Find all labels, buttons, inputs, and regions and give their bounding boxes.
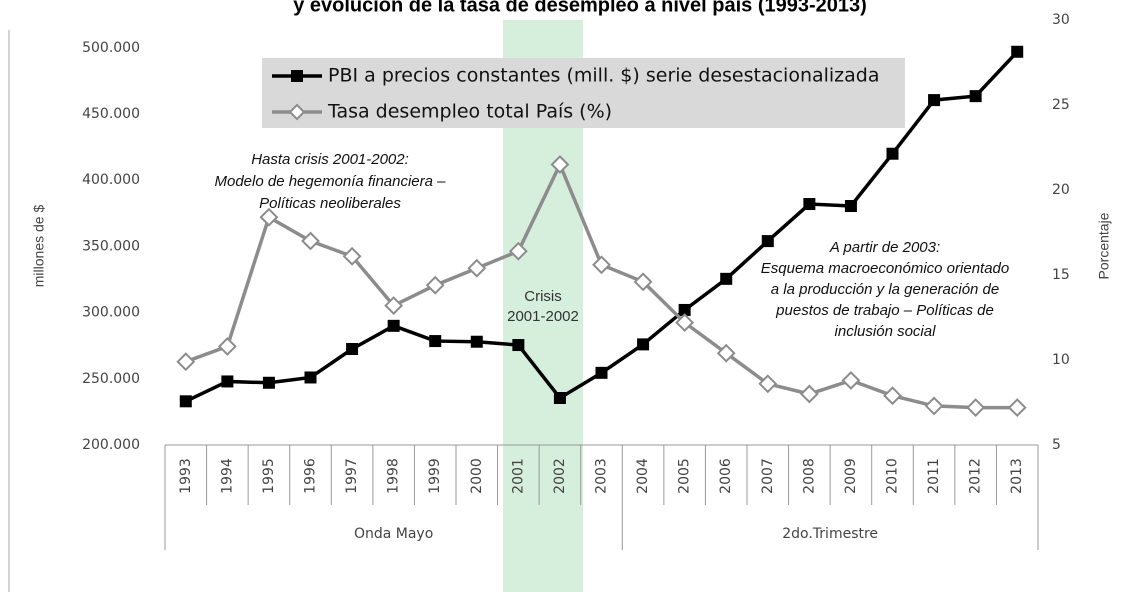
point-marker xyxy=(716,343,736,363)
x-tick-label: 1996 xyxy=(303,458,319,494)
annotation: Hasta crisis 2001-2002: xyxy=(251,151,409,168)
point-marker xyxy=(550,155,570,174)
annotation: puestos de trabajo – Políticas de xyxy=(775,302,994,319)
legend-label: PBI a precios constantes (mill. $) serie… xyxy=(328,65,880,87)
legend-marker xyxy=(288,103,306,121)
x-tick-label: 1995 xyxy=(261,458,277,494)
point-marker xyxy=(346,343,359,356)
legend-label: Tasa desempleo total País (%) xyxy=(327,101,612,123)
point-marker xyxy=(553,391,566,404)
point-marker xyxy=(886,147,899,160)
point-marker xyxy=(301,231,320,251)
point-marker xyxy=(633,272,653,292)
annotation: A partir de 2003: xyxy=(829,239,940,256)
point-marker xyxy=(675,313,695,333)
point-marker xyxy=(841,370,861,390)
point-marker xyxy=(966,398,986,418)
x-tick-label: 2006 xyxy=(718,458,734,494)
y2-tick-label: 15 xyxy=(1052,267,1070,283)
point-marker xyxy=(259,207,279,227)
y-tick-label: 250.000 xyxy=(82,371,140,387)
point-marker xyxy=(384,296,404,316)
y-tick-label: 500.000 xyxy=(82,40,140,56)
x-tick-label: 2001 xyxy=(510,458,526,494)
point-marker xyxy=(592,255,611,275)
legend-marker xyxy=(291,70,303,82)
y2-tick-label: 25 xyxy=(1052,97,1070,113)
point-marker xyxy=(179,395,192,408)
x-tick-label: 1994 xyxy=(219,458,235,494)
y2-tick-label: 30 xyxy=(1052,12,1070,28)
point-marker xyxy=(1011,45,1024,58)
point-marker xyxy=(883,386,902,406)
point-marker xyxy=(387,319,400,332)
annotation: Modelo de hegemonía financiera – xyxy=(215,173,447,190)
point-marker xyxy=(262,376,275,389)
point-marker xyxy=(758,374,778,394)
x-tick-label: 2010 xyxy=(885,458,901,494)
x-tick-label: 2002 xyxy=(552,458,568,494)
y-tick-label: 450.000 xyxy=(82,106,140,122)
point-marker xyxy=(176,352,196,372)
group-label: 2do.Trimestre xyxy=(782,526,878,542)
x-tick-label: 2013 xyxy=(1009,458,1025,494)
x-tick-label: 1998 xyxy=(386,458,402,494)
x-tick-label: 1999 xyxy=(427,458,443,494)
point-marker xyxy=(928,94,941,107)
point-marker xyxy=(425,275,445,295)
annotation: Políticas neoliberales xyxy=(259,195,401,212)
point-marker xyxy=(969,90,982,103)
point-marker xyxy=(217,336,237,356)
x-tick-label: 2004 xyxy=(635,458,651,494)
y-tick-label: 200.000 xyxy=(82,437,140,453)
x-tick-label: 2007 xyxy=(760,458,776,494)
x-tick-label: 1997 xyxy=(344,458,360,494)
x-tick-label: 2000 xyxy=(469,458,485,494)
y-tick-label: 400.000 xyxy=(82,172,140,188)
point-marker xyxy=(844,200,857,213)
point-marker xyxy=(304,371,317,384)
annotation: inclusión social xyxy=(835,323,937,340)
x-tick-label: 2011 xyxy=(926,458,942,494)
annotation: Crisis xyxy=(524,288,562,305)
point-marker xyxy=(508,241,528,261)
point-marker xyxy=(803,198,816,211)
point-marker xyxy=(342,246,362,266)
chart-title: y evolución de la tasa de desempleo a ni… xyxy=(293,0,867,16)
point-marker xyxy=(761,235,774,248)
x-tick-label: 2005 xyxy=(677,458,693,494)
y-tick-label: 300.000 xyxy=(82,305,140,321)
legend-box xyxy=(262,58,905,128)
x-tick-label: 1993 xyxy=(178,458,194,494)
point-marker xyxy=(637,338,650,351)
point-marker xyxy=(467,258,487,278)
x-tick-label: 2008 xyxy=(801,458,817,494)
point-marker xyxy=(924,396,944,416)
point-marker xyxy=(799,384,819,404)
point-marker xyxy=(221,375,234,388)
x-tick-label: 2009 xyxy=(843,458,859,494)
annotation: Esquema macroeconómico orientado xyxy=(761,260,1009,277)
x-tick-label: 2012 xyxy=(968,458,984,494)
point-marker xyxy=(678,303,691,316)
group-label: Onda Mayo xyxy=(354,526,433,542)
y2-tick-label: 20 xyxy=(1052,182,1070,198)
y2-tick-label: 5 xyxy=(1052,437,1061,453)
point-marker xyxy=(595,366,608,379)
annotation: a la producción y la generación de xyxy=(771,281,1000,298)
y-tick-label: 350.000 xyxy=(82,238,140,254)
annotation: 2001-2002 xyxy=(507,308,579,325)
point-marker xyxy=(720,272,733,285)
point-marker xyxy=(512,339,525,352)
x-tick-label: 2003 xyxy=(594,458,610,494)
point-marker xyxy=(470,335,483,348)
point-marker xyxy=(429,335,442,348)
point-marker xyxy=(1007,398,1027,418)
y2-axis-label: Porcentaje xyxy=(1096,212,1112,279)
y2-tick-label: 10 xyxy=(1052,352,1070,368)
y-axis-label: millones de $ xyxy=(31,205,47,288)
